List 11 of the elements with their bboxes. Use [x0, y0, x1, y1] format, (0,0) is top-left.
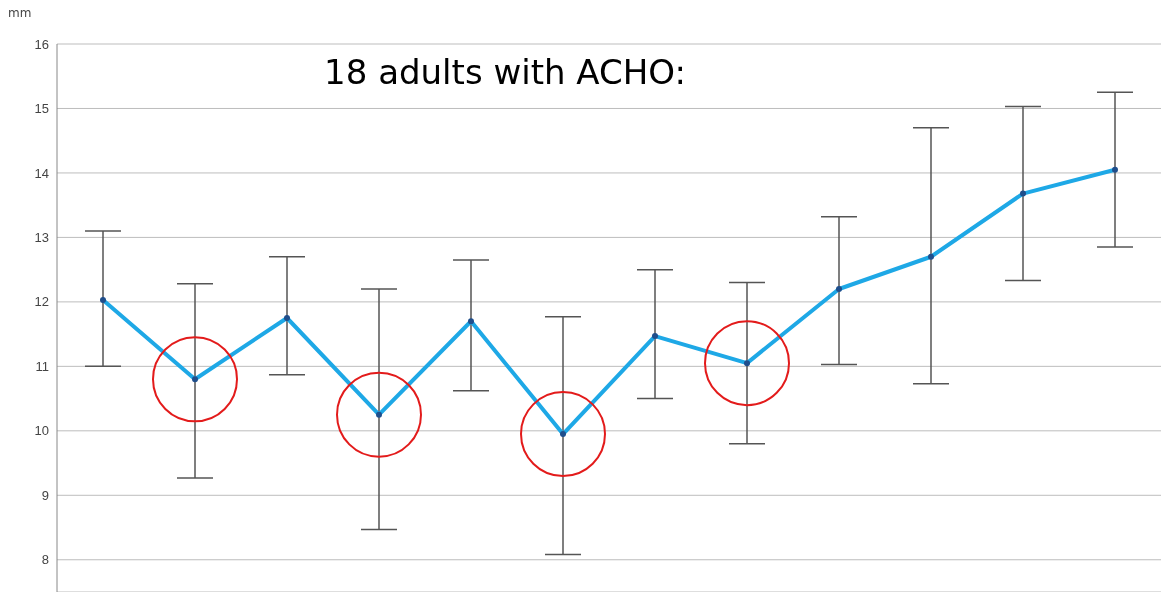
y-tick-label: 15 [34, 101, 49, 117]
y-tick-label: 14 [34, 165, 49, 181]
y-tick-label: 11 [35, 358, 49, 374]
y-tick-label: 16 [34, 36, 49, 52]
y-tick-label: 8 [41, 552, 49, 568]
y-tick-label: 9 [41, 487, 49, 503]
chart-title: 18 adults with ACHO: [323, 52, 687, 92]
y-tick-label: 12 [34, 294, 49, 310]
y-tick-label: 10 [34, 423, 49, 439]
y-tick-label: 13 [34, 230, 49, 246]
y-axis-title: mm [8, 6, 32, 20]
